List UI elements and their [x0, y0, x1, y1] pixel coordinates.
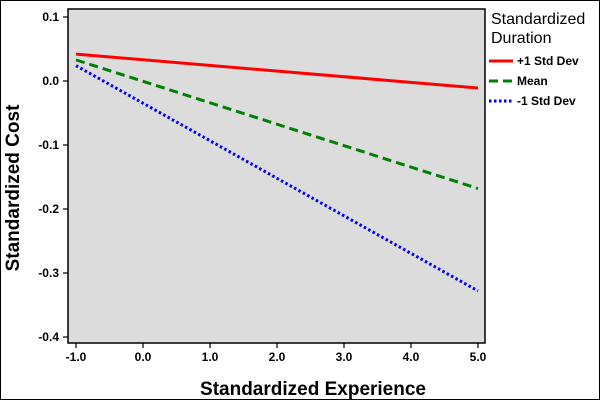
y-axis-ticks: 0.1 0.0 -0.1 -0.2 -0.3 -0.4 — [38, 10, 68, 344]
series-lines — [75, 52, 479, 293]
x-tick-label: 3.0 — [336, 350, 353, 364]
legend-label: Mean — [517, 74, 548, 88]
y-tick-label: -0.1 — [38, 138, 59, 152]
x-axis-label: Standardized Experience — [200, 379, 426, 399]
x-tick-label: 1.0 — [202, 350, 219, 364]
legend-title-line1: Standardized — [491, 11, 585, 28]
plot-area — [67, 8, 486, 344]
legend: Standardized Duration +1 Std Dev Mean -1 S… — [489, 11, 585, 108]
x-tick-label: 4.0 — [403, 350, 420, 364]
legend-title-line2: Duration — [491, 30, 551, 47]
x-tick-label: 5.0 — [470, 350, 487, 364]
y-tick-label: -0.3 — [38, 266, 59, 280]
series-line-2 — [75, 64, 479, 293]
y-tick-label: 0.1 — [42, 10, 59, 24]
x-tick-label: 0.0 — [135, 350, 152, 364]
y-axis-label: Standardized Cost — [3, 104, 24, 271]
x-tick-label: -1.0 — [66, 350, 87, 364]
series-line-1 — [75, 58, 479, 190]
y-tick-label: 0.0 — [42, 74, 59, 88]
y-tick-label: -0.4 — [38, 330, 59, 344]
series-line-0 — [75, 52, 479, 90]
legend-label: -1 Std Dev — [517, 94, 576, 108]
y-tick-label: -0.2 — [38, 202, 59, 216]
legend-items: +1 Std Dev Mean -1 Std Dev — [489, 54, 579, 108]
x-tick-label: 2.0 — [269, 350, 286, 364]
x-axis-ticks: -1.0 0.0 1.0 2.0 3.0 4.0 5.0 — [66, 343, 487, 364]
legend-label: +1 Std Dev — [517, 54, 579, 68]
